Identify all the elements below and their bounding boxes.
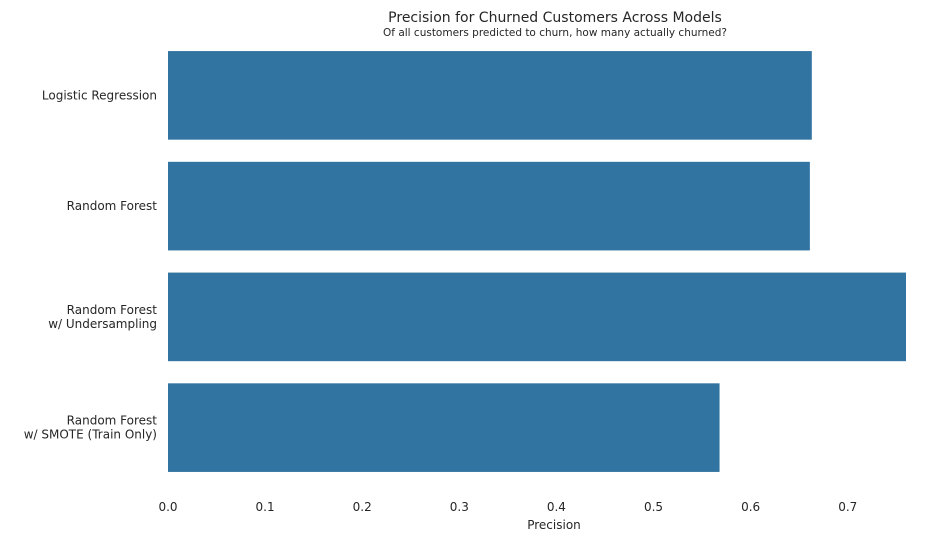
bar-3 — [168, 383, 720, 472]
chart-subtitle: Of all customers predicted to churn, how… — [383, 27, 727, 39]
x-tick-label-1: 0.1 — [256, 500, 275, 514]
chart-title: Precision for Churned Customers Across M… — [388, 10, 722, 26]
x-tick-label-6: 0.6 — [741, 500, 760, 514]
category-label-1: Random Forest — [67, 199, 158, 213]
x-tick-label-0: 0.0 — [158, 500, 177, 514]
bar-1 — [168, 161, 810, 251]
category-label-line: Random Forest — [67, 199, 158, 213]
x-tick-label-7: 0.7 — [838, 500, 857, 514]
category-label-line: w/ SMOTE (Train Only) — [24, 428, 157, 442]
category-label-line: Logistic Regression — [42, 88, 157, 102]
x-tick-label-3: 0.3 — [450, 500, 469, 514]
x-tick-labels: 0.0 0.1 0.2 0.3 0.4 0.5 0.6 0.7 — [158, 500, 857, 514]
category-label-line: Random Forest — [67, 303, 158, 317]
x-tick-label-2: 0.2 — [353, 500, 372, 514]
x-tick-label-4: 0.4 — [547, 500, 566, 514]
x-tick-label-5: 0.5 — [644, 500, 663, 514]
bar-2 — [168, 272, 906, 362]
category-label-line: Random Forest — [67, 414, 158, 428]
category-label-3: Random Forest w/ SMOTE (Train Only) — [24, 414, 158, 442]
category-label-line: w/ Undersampling — [48, 317, 157, 331]
category-label-0: Logistic Regression — [42, 88, 157, 102]
bar-0 — [168, 51, 812, 140]
x-axis-label: Precision — [527, 518, 581, 532]
category-label-2: Random Forest w/ Undersampling — [48, 303, 157, 331]
bars-group — [168, 51, 906, 472]
